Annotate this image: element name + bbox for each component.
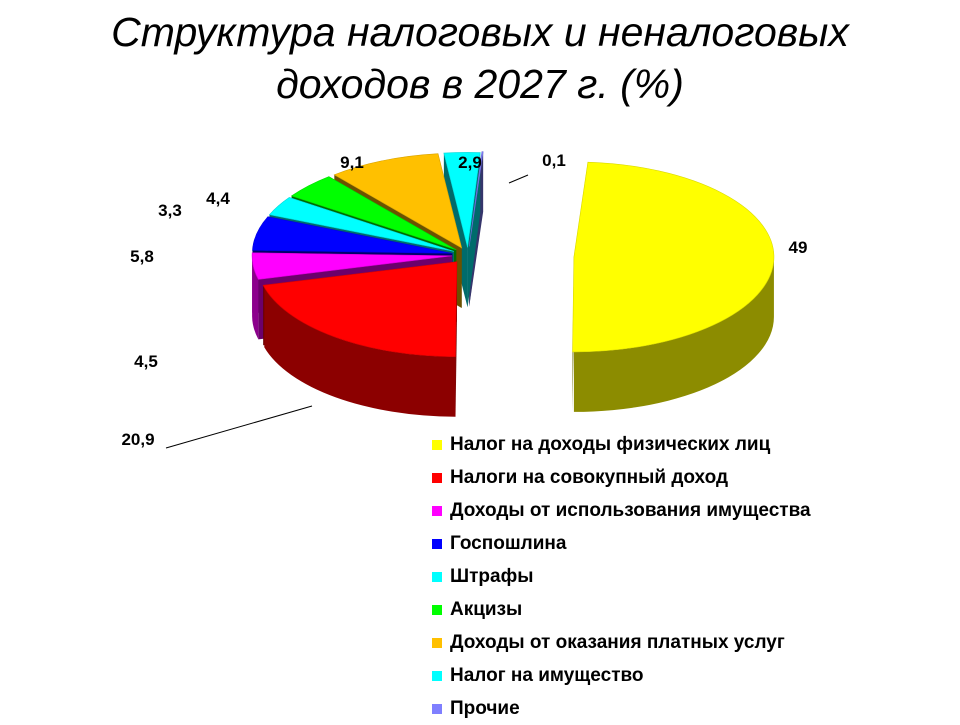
slice-7	[443, 152, 481, 248]
slice-8	[468, 151, 484, 247]
data-label-7: 2,9	[458, 153, 482, 172]
data-label-5: 4,4	[206, 189, 230, 208]
legend-label-8: Прочие	[450, 697, 520, 719]
slice-rim-2-0	[252, 256, 259, 340]
slice-5	[290, 176, 457, 251]
legend-swatch-8	[432, 703, 442, 714]
legend-label-3: Госпошлина	[450, 532, 567, 554]
legend-swatch-0	[432, 439, 442, 450]
legend-item-3: Госпошлина	[432, 527, 811, 560]
slice-rim-1-0	[264, 287, 456, 417]
legend-swatch-4	[432, 571, 442, 582]
legend: Налог на доходы физических лиц Налоги на …	[432, 428, 811, 725]
leader-line-1	[165, 405, 313, 449]
slice-1	[262, 261, 458, 358]
legend-item-0: Налог на доходы физических лиц	[432, 428, 811, 461]
legend-label-1: Налоги на совокупный доход	[450, 466, 729, 488]
data-label-2: 4,5	[134, 352, 158, 371]
legend-item-6: Доходы от оказания платных услуг	[432, 626, 811, 659]
data-label-4: 3,3	[158, 201, 182, 220]
legend-item-4: Штрафы	[432, 560, 811, 593]
chart-title-line-1: Структура налоговых и неналоговых	[111, 9, 849, 55]
chart-title-line-2: доходов в 2027 г. (%)	[276, 61, 684, 107]
slice-6	[333, 153, 463, 249]
slice-2	[251, 252, 453, 280]
legend-label-6: Доходы от оказания платных услуг	[450, 631, 785, 653]
legend-swatch-6	[432, 637, 442, 648]
legend-label-0: Налог на доходы физических лиц	[450, 433, 771, 455]
legend-swatch-3	[432, 538, 442, 549]
data-label-8: 0,1	[542, 151, 566, 170]
legend-swatch-7	[432, 670, 442, 681]
slice-rim-0-0	[573, 256, 774, 412]
legend-item-2: Доходы от использования имущества	[432, 494, 811, 527]
legend-label-4: Штрафы	[450, 565, 534, 587]
chart-title: Структура налоговых и неналоговых доходо…	[0, 6, 960, 110]
data-label-0: 49	[789, 238, 808, 257]
data-label-6: 9,1	[340, 153, 364, 172]
legend-label-7: Налог на имущество	[450, 664, 644, 686]
legend-swatch-1	[432, 472, 442, 483]
legend-item-8: Прочие	[432, 692, 811, 725]
legend-item-5: Акцизы	[432, 593, 811, 626]
legend-label-2: Доходы от использования имущества	[450, 499, 811, 521]
slice-4	[268, 197, 455, 252]
data-label-1: 20,9	[121, 430, 154, 449]
legend-swatch-5	[432, 604, 442, 615]
leader-line-8	[508, 174, 529, 184]
legend-swatch-2	[432, 505, 442, 516]
data-label-3: 5,8	[130, 247, 154, 266]
legend-item-1: Налоги на совокупный доход	[432, 461, 811, 494]
legend-label-5: Акцизы	[450, 598, 523, 620]
slice-0	[572, 161, 775, 353]
legend-item-7: Налог на имущество	[432, 659, 811, 692]
slice-3	[252, 216, 453, 254]
